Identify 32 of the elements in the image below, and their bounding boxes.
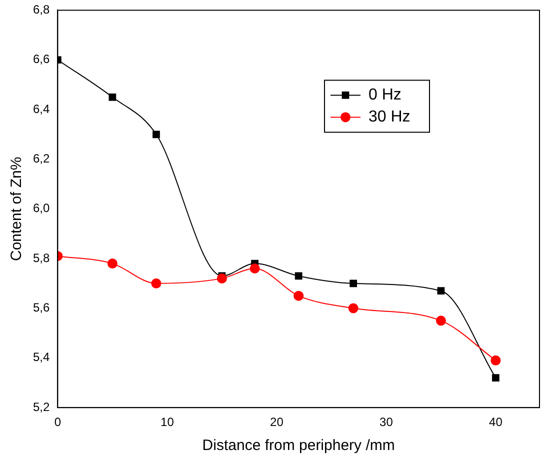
point [151,278,162,288]
legend-label: 0 Hz [368,86,402,104]
point [216,273,227,284]
legend-label: 30 Hz [368,108,410,126]
point [490,355,501,366]
point [294,272,302,280]
x-tick-label: 20 [270,415,284,430]
x-tick-label: 30 [380,415,394,430]
y-tick-label: 5,8 [32,250,50,265]
point [492,374,500,382]
x-tick-label: 10 [160,415,174,430]
x-axis-title: Distance from periphery /mm [202,437,395,454]
y-tick-label: 6,0 [32,201,50,216]
point [250,264,260,274]
y-tick-label: 5,6 [32,300,50,315]
x-tick-label: 0 [54,415,62,430]
point [350,280,358,288]
point [108,93,116,101]
y-axis-title: Content of Zn% [8,156,26,262]
y-tick-label: 6,8 [32,2,50,17]
point [436,316,446,326]
y-tick-label: 6,4 [32,102,50,116]
y-tick-label: 6,6 [32,52,50,66]
y-tick-label: 5,2 [32,400,50,414]
point [152,130,160,138]
y-tick-label: 5,4 [32,350,50,364]
x-tick-label: 40 [489,415,503,430]
point [437,287,445,295]
point [348,303,358,314]
point [294,290,304,301]
point [107,258,118,269]
y-tick-label: 6,2 [32,152,50,166]
